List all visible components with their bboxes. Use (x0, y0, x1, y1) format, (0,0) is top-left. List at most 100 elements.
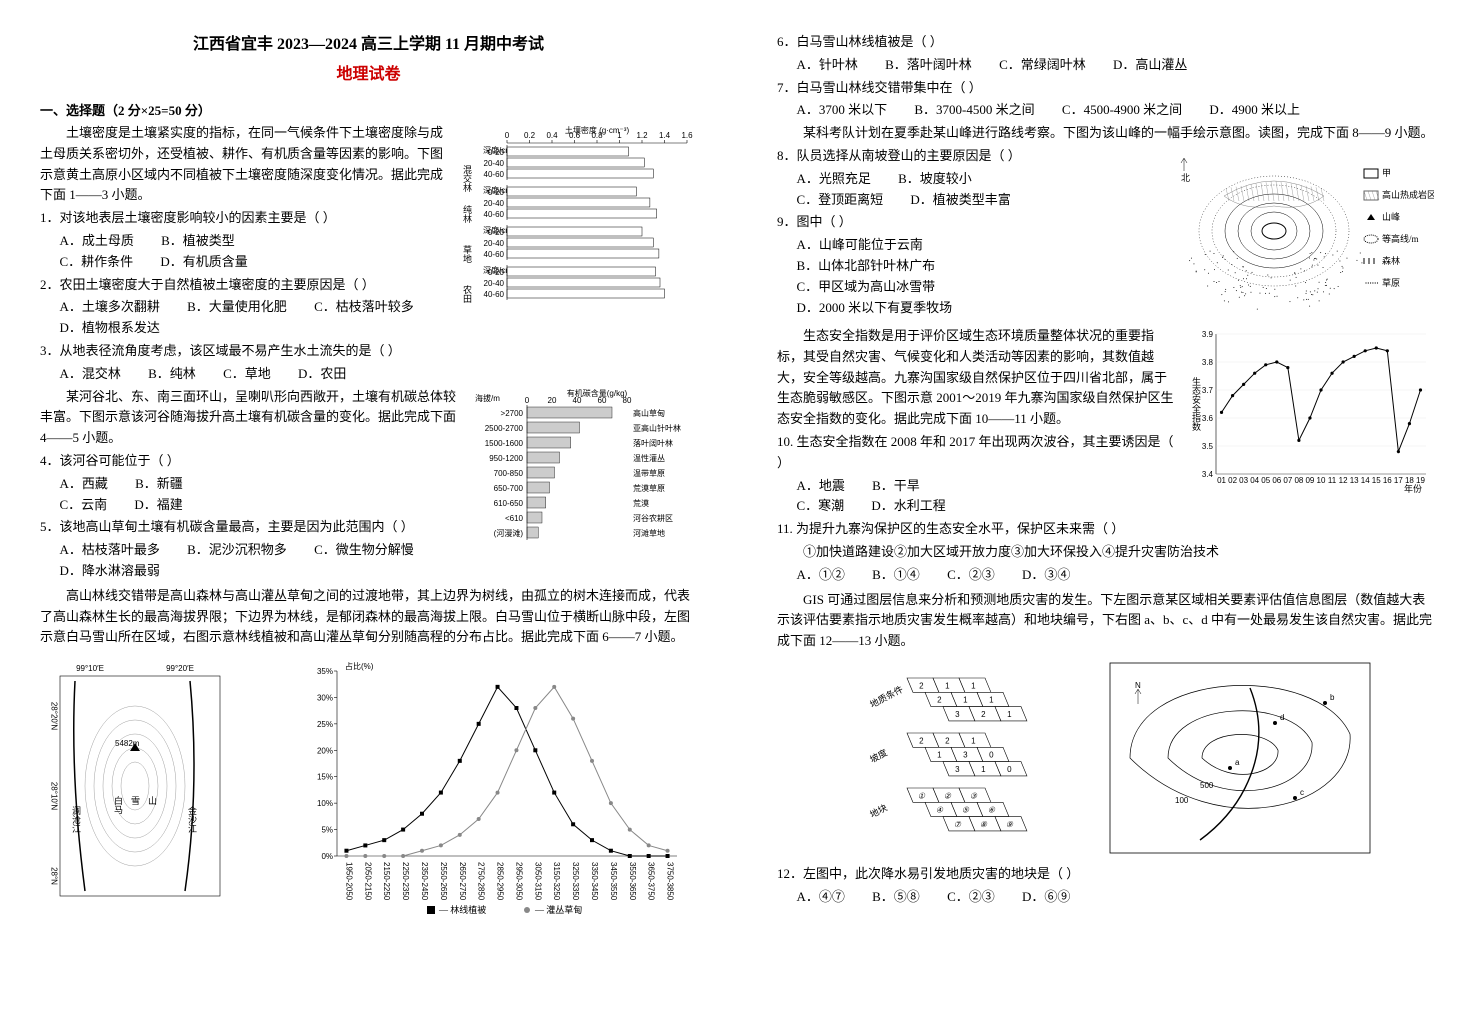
svg-text:②: ② (943, 791, 951, 800)
svg-text:2550-2650: 2550-2650 (439, 862, 448, 901)
svg-text:海拔/m: 海拔/m (475, 393, 500, 403)
svg-text:40: 40 (573, 396, 582, 405)
svg-text:3.8: 3.8 (1202, 358, 1214, 367)
svg-text:30%: 30% (317, 694, 333, 703)
svg-text:3550-3650: 3550-3650 (628, 862, 637, 901)
svg-text:0-20: 0-20 (488, 268, 505, 277)
svg-text:纯林: 纯林 (462, 204, 472, 224)
svg-text:⑨: ⑨ (1005, 820, 1013, 829)
q4-opt-b: B．新疆 (135, 474, 183, 495)
q6-opt-a: A．针叶林 (797, 55, 858, 76)
svg-text:3.7: 3.7 (1202, 386, 1214, 395)
exam-title: 江西省宜丰 2023—2024 高三上学期 11 月期中考试 (40, 30, 697, 54)
svg-text:99°10′E: 99°10′E (76, 664, 104, 673)
svg-text:甲: 甲 (1382, 168, 1391, 178)
svg-text:99°20′E: 99°20′E (166, 664, 194, 673)
svg-text:2650-2750: 2650-2750 (458, 862, 467, 901)
svg-text:高山草甸: 高山草甸 (633, 408, 665, 418)
q3-opt-b: B．纯林 (148, 364, 196, 385)
gis-contour-figure: 100500abcdN (1105, 658, 1375, 862)
svg-text:0.6: 0.6 (569, 131, 581, 140)
svg-text:05: 05 (1261, 476, 1270, 485)
svg-text:落叶阔叶林: 落叶阔叶林 (633, 438, 673, 448)
svg-text:3: 3 (955, 710, 960, 719)
svg-text:2: 2 (937, 696, 942, 705)
svg-text:07: 07 (1283, 476, 1292, 485)
svg-text:>2700: >2700 (501, 409, 524, 418)
svg-text:15%: 15% (317, 773, 333, 782)
svg-text:2: 2 (981, 710, 986, 719)
svg-text:④: ④ (935, 806, 943, 815)
svg-text:⑥: ⑥ (987, 806, 995, 815)
svg-text:02: 02 (1228, 476, 1237, 485)
svg-text:610-650: 610-650 (494, 499, 524, 508)
svg-text:2500-2700: 2500-2700 (485, 424, 524, 433)
q3: 3．从地表径流角度考虑，该区域最不易产生水土流失的是（ ） (40, 341, 697, 362)
svg-text:3050-3150: 3050-3150 (533, 862, 542, 901)
svg-text:1.4: 1.4 (659, 131, 671, 140)
svg-text:年份: 年份 (1404, 483, 1422, 494)
svg-text:d: d (1280, 713, 1284, 722)
svg-text:3.6: 3.6 (1202, 414, 1214, 423)
q6: 6．白马雪山林线植被是（ ） (777, 32, 1434, 53)
gis-layers-figure: 地质条件211211321坡度221130310地块①②③④⑤⑥⑦⑧⑨ (837, 658, 1077, 862)
section1-heading: 一、选择题（2 分×25=50 分） (40, 100, 697, 119)
q9-opt-a: A．山峰可能位于云南 (797, 235, 923, 256)
svg-text:60: 60 (598, 396, 607, 405)
svg-text:650-700: 650-700 (494, 484, 524, 493)
svg-text:(河漫滩): (河漫滩) (494, 528, 524, 538)
svg-text:0-20: 0-20 (488, 228, 505, 237)
q4-opt-c: C．云南 (60, 495, 108, 516)
svg-text:06: 06 (1272, 476, 1281, 485)
intro-8: 某科考队计划在夏季赴某山峰进行路线考察。下图为该山峰的一幅手绘示意图。读图，完成… (777, 123, 1434, 144)
svg-text:混交林: 混交林 (462, 165, 472, 193)
svg-text:3: 3 (963, 751, 968, 760)
q2-opt-a: A．土壤多次翻耕 (60, 297, 160, 318)
svg-text:40-60: 40-60 (484, 250, 505, 259)
map-figure: 99°10′E99°20′E28°N28°10′N28°20′N澜沧江金沙江54… (40, 656, 287, 920)
q11-opt-c: C．②③ (947, 565, 995, 586)
svg-text:35%: 35% (317, 667, 333, 676)
svg-text:1: 1 (617, 131, 622, 140)
svg-text:3350-3450: 3350-3450 (590, 862, 599, 901)
svg-text:28°10′N: 28°10′N (50, 782, 59, 810)
svg-text:1: 1 (981, 765, 986, 774)
q11-opt-d: D．③④ (1022, 565, 1070, 586)
svg-text:5%: 5% (321, 826, 333, 835)
svg-text:80: 80 (623, 396, 632, 405)
svg-text:3750-3850: 3750-3850 (666, 862, 675, 901)
svg-text:11: 11 (1328, 476, 1337, 485)
svg-text:3.4: 3.4 (1202, 470, 1214, 479)
svg-text:0.2: 0.2 (524, 131, 536, 140)
q5-opt-c: C．微生物分解慢 (314, 540, 414, 561)
soil-density-chart: 土壤密度 (g·cm⁻³)00.20.40.60.811.21.41.6混交林深… (457, 123, 697, 315)
gis-figures: 地质条件211211321坡度221130310地块①②③④⑤⑥⑦⑧⑨ 1005… (777, 658, 1434, 862)
svg-text:700-850: 700-850 (494, 469, 524, 478)
svg-text:0: 0 (989, 751, 994, 760)
svg-text:25%: 25% (317, 720, 333, 729)
q7-options: A．3700 米以下 B．3700-4500 米之间 C．4500-4900 米… (797, 100, 1435, 121)
q7-opt-d: D．4900 米以上 (1209, 100, 1300, 121)
q10-opt-b: B．干旱 (872, 476, 920, 497)
q6-opt-b: B．落叶阔叶林 (885, 55, 972, 76)
svg-text:20%: 20% (317, 746, 333, 755)
svg-text:20-40: 20-40 (484, 159, 505, 168)
svg-text:森林: 森林 (1382, 255, 1400, 266)
svg-text:20-40: 20-40 (484, 239, 505, 248)
svg-text:28°20′N: 28°20′N (50, 702, 59, 730)
svg-text:2: 2 (945, 736, 950, 745)
svg-text:1: 1 (971, 736, 976, 745)
q7-opt-b: B．3700-4500 米之间 (914, 100, 1034, 121)
svg-text:2050-2150: 2050-2150 (363, 862, 372, 901)
svg-text:c: c (1300, 788, 1304, 797)
svg-text:20-40: 20-40 (484, 279, 505, 288)
svg-text:17: 17 (1394, 476, 1403, 485)
svg-text:1: 1 (971, 681, 976, 690)
svg-text:地块: 地块 (867, 802, 888, 820)
q7-opt-c: C．4500-4900 米之间 (1062, 100, 1182, 121)
svg-text:金沙江: 金沙江 (187, 805, 197, 834)
q5-opt-a: A．枯枝落叶最多 (60, 540, 160, 561)
svg-text:0.8: 0.8 (591, 131, 603, 140)
q10-opt-a: A．地震 (797, 476, 845, 497)
svg-text:10: 10 (1317, 476, 1326, 485)
